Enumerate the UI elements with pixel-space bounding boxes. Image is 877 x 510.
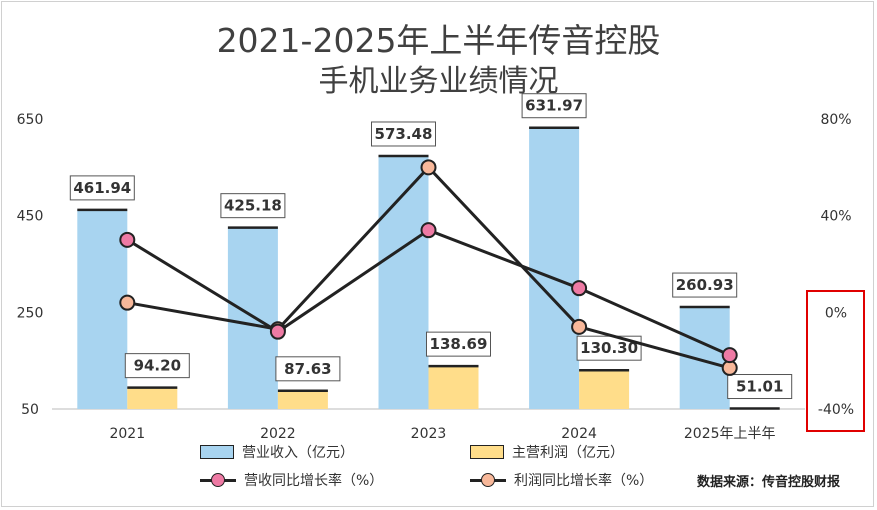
y-right-tick-label: 40%: [820, 209, 851, 225]
profit-data-label: 94.20: [134, 357, 181, 375]
y-right-tick-label: -40%: [818, 402, 854, 418]
profit-data-label: 138.69: [430, 335, 488, 353]
revenue-growth-point: [721, 347, 738, 364]
revenue-data-label-box: [672, 272, 738, 298]
revenue-bar: [679, 307, 730, 409]
y-left-tick-label: 450: [17, 209, 44, 225]
legend-revenue-growth: 营收同比增长率（%）: [200, 470, 383, 490]
profit-growth-point: [119, 294, 136, 311]
profit-data-label-box: [727, 374, 793, 400]
revenue-data-label-box: [220, 193, 286, 219]
y-left-tick-label: 50: [21, 402, 39, 418]
legend-profit-label: 主营利润（亿元）: [512, 445, 624, 461]
legend-revenue-growth-swatch: [200, 473, 236, 487]
legend-profit: 主营利润（亿元）: [470, 442, 624, 462]
revenue-data-label: 461.94: [73, 179, 131, 197]
highlight-box: [806, 290, 865, 432]
revenue-data-label: 260.93: [676, 276, 734, 294]
x-tick-label: 2021: [109, 426, 145, 442]
profit-growth-point: [571, 318, 588, 335]
x-tick-label: 2024: [561, 426, 597, 442]
data-source: 数据来源：传音控股财报: [697, 475, 841, 490]
profit-growth-point: [420, 159, 437, 176]
revenue-data-label: 631.97: [525, 97, 583, 115]
profit-bar: [428, 366, 479, 409]
y-left-tick-label: 650: [17, 112, 44, 128]
chart-subtitle: 手机业务业绩情况: [318, 64, 559, 99]
y-left-tick-label: 250: [17, 305, 44, 321]
profit-bar: [579, 370, 630, 409]
legend-revenue-label: 营业收入（亿元）: [242, 445, 354, 461]
chart-title: 2021-2025年上半年传音控股: [216, 21, 661, 60]
legend-profit-growth-label: 利润同比增长率（%）: [514, 473, 654, 489]
profit-data-label: 130.30: [580, 339, 638, 357]
legend-revenue-growth-label: 营收同比增长率（%）: [244, 473, 384, 489]
revenue-growth-point: [571, 280, 588, 297]
y-right-tick-label: 0%: [825, 305, 847, 321]
revenue-growth-point: [119, 231, 136, 248]
profit-data-label: 51.01: [736, 378, 783, 396]
y-right-tick-label: 80%: [820, 112, 851, 128]
legend-revenue-swatch: [200, 445, 234, 459]
profit-data-label-box: [124, 353, 190, 379]
legend-revenue: 营业收入（亿元）: [200, 442, 354, 462]
legend-profit-growth-swatch: [470, 473, 506, 487]
revenue-growth-point: [269, 323, 286, 340]
x-tick-label: 2023: [411, 426, 447, 442]
x-tick-label: 2022: [260, 426, 296, 442]
revenue-growth-point: [420, 222, 437, 239]
revenue-bar: [77, 209, 128, 409]
revenue-data-label-box: [371, 121, 436, 147]
profit-data-label: 87.63: [284, 360, 331, 378]
revenue-data-label-box: [69, 175, 135, 201]
revenue-bar: [378, 155, 429, 409]
revenue-bar: [227, 227, 278, 409]
profit-bar: [277, 390, 328, 409]
revenue-data-label: 425.18: [224, 197, 282, 215]
revenue-data-label: 573.48: [375, 125, 433, 143]
revenue-data-label-box: [521, 93, 587, 119]
profit-data-label-box: [275, 356, 341, 382]
revenue-bar: [529, 127, 580, 409]
legend-profit-growth: 利润同比增长率（%）: [470, 470, 653, 490]
profit-bar: [127, 387, 178, 409]
profit-data-label-box: [426, 331, 491, 357]
x-tick-label: 2025年上半年: [684, 426, 776, 442]
legend-profit-swatch: [470, 445, 504, 459]
